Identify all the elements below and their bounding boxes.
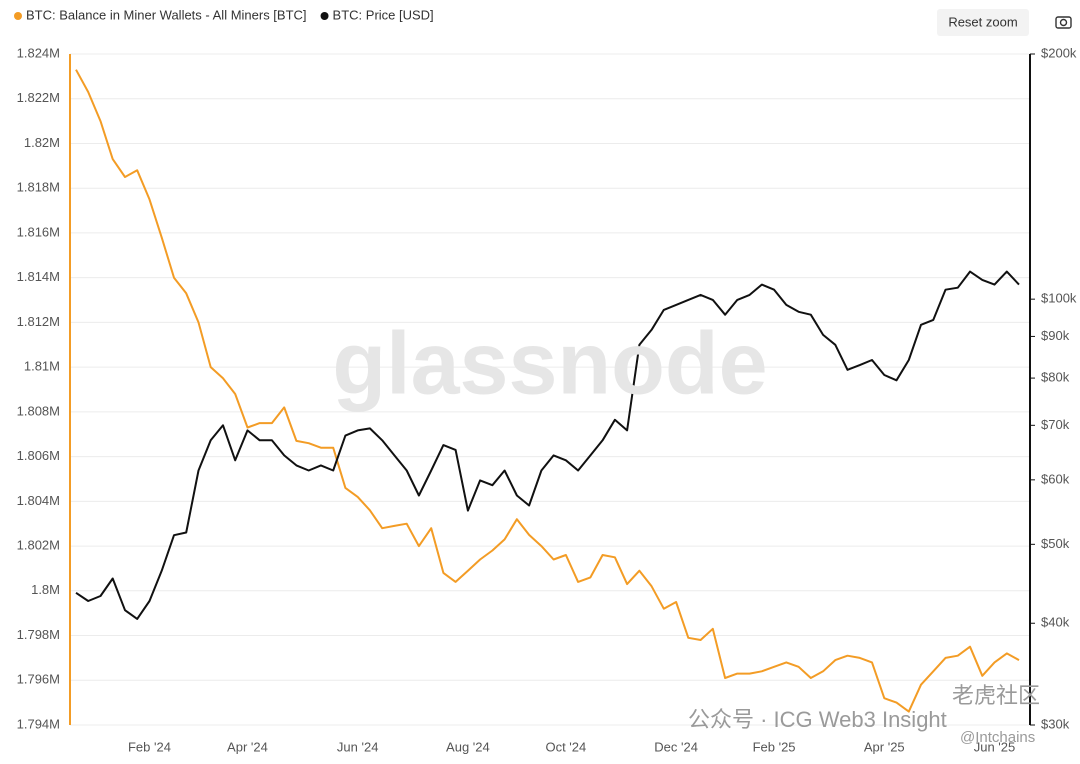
plot: 1.824M 1.822M 1.82M 1.818M 1.816M 1.814M 1.812… bbox=[14, 7, 1077, 754]
y-tick-label: 1.8M bbox=[31, 582, 60, 597]
reset-zoom[interactable]: Reset zoom bbox=[937, 9, 1029, 36]
legend-marker bbox=[14, 12, 22, 20]
y-tick-label: 1.82M bbox=[24, 135, 60, 150]
y2-tick-label: $70k bbox=[1041, 417, 1070, 432]
y2-tick-label: $200k bbox=[1041, 45, 1077, 60]
camera-icon[interactable] bbox=[1055, 16, 1072, 29]
y-tick-label: 1.794M bbox=[17, 716, 60, 731]
y-tick-label: 1.814M bbox=[17, 269, 60, 284]
y2-tick-label: $60k bbox=[1041, 471, 1070, 486]
y-tick-label: 1.806M bbox=[17, 448, 60, 463]
series-line bbox=[75, 270, 1020, 620]
y-tick-label: 1.822M bbox=[17, 90, 60, 105]
y-tick-label: 1.796M bbox=[17, 672, 60, 687]
watermark: 公众号 · ICG Web3 Insight bbox=[688, 707, 947, 732]
x-tick-label: Jun '25 bbox=[974, 739, 1016, 754]
x-tick-label: Jun '24 bbox=[337, 739, 379, 754]
y-tick-label: 1.804M bbox=[17, 493, 60, 508]
y-tick-label: 1.812M bbox=[17, 314, 60, 329]
legend-label: BTC: Balance in Miner Wallets - All Mine… bbox=[26, 7, 307, 22]
y2-tick-label: $50k bbox=[1041, 536, 1070, 551]
legend-marker bbox=[320, 12, 329, 20]
y-tick-label: 1.818M bbox=[17, 180, 60, 195]
y-tick-label: 1.824M bbox=[17, 45, 60, 60]
y2-tick-label: $100k bbox=[1041, 291, 1077, 306]
y2-tick-label: $90k bbox=[1041, 328, 1070, 343]
legend-label: BTC: Price [USD] bbox=[333, 7, 434, 22]
y-tick-label: 1.798M bbox=[17, 627, 60, 642]
x-tick-label: Feb '25 bbox=[753, 739, 796, 754]
x-tick-label: Apr '25 bbox=[864, 739, 905, 754]
x-tick-label: Oct '24 bbox=[545, 739, 586, 754]
reset-zoom-label[interactable]: Reset zoom bbox=[948, 14, 1017, 29]
x-tick-label: Dec '24 bbox=[654, 739, 698, 754]
y-tick-label: 1.81M bbox=[24, 359, 60, 374]
y-tick-label: 1.808M bbox=[17, 403, 60, 418]
reset-zoom-button[interactable] bbox=[937, 9, 1029, 36]
series-line bbox=[75, 69, 1020, 713]
x-tick-label: Aug '24 bbox=[446, 739, 490, 754]
x-tick-label: Feb '24 bbox=[128, 739, 171, 754]
y-tick-label: 1.816M bbox=[17, 224, 60, 239]
watermark: 老虎社区 bbox=[952, 683, 1040, 708]
y2-tick-label: $80k bbox=[1041, 370, 1070, 385]
x-tick-label: Apr '24 bbox=[227, 739, 268, 754]
watermark: @Intchains bbox=[960, 729, 1035, 746]
watermark: glassnode bbox=[332, 313, 767, 412]
y2-tick-label: $40k bbox=[1041, 615, 1070, 630]
camera-lens[interactable] bbox=[1059, 18, 1068, 27]
camera-body[interactable] bbox=[1055, 16, 1072, 29]
y-tick-label: 1.802M bbox=[17, 538, 60, 553]
y2-tick-label: $30k bbox=[1041, 716, 1070, 731]
